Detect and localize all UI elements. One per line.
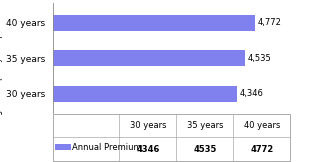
Y-axis label: Age when policy was purchased: Age when policy was purchased xyxy=(0,0,3,120)
Text: 30 years: 30 years xyxy=(130,121,166,130)
Text: 4772: 4772 xyxy=(250,145,273,154)
Bar xyxy=(53,15,255,31)
Text: 4,772: 4,772 xyxy=(257,18,281,27)
Text: 40 years: 40 years xyxy=(244,121,280,130)
Text: 4,535: 4,535 xyxy=(247,54,271,63)
Text: 4346: 4346 xyxy=(136,145,159,154)
Text: 4,346: 4,346 xyxy=(239,89,263,98)
Bar xyxy=(53,86,237,102)
Bar xyxy=(53,50,245,66)
Bar xyxy=(56,144,71,150)
Text: Annual Premium: Annual Premium xyxy=(72,143,142,152)
Text: 35 years: 35 years xyxy=(187,121,223,130)
Text: 4535: 4535 xyxy=(193,145,217,154)
